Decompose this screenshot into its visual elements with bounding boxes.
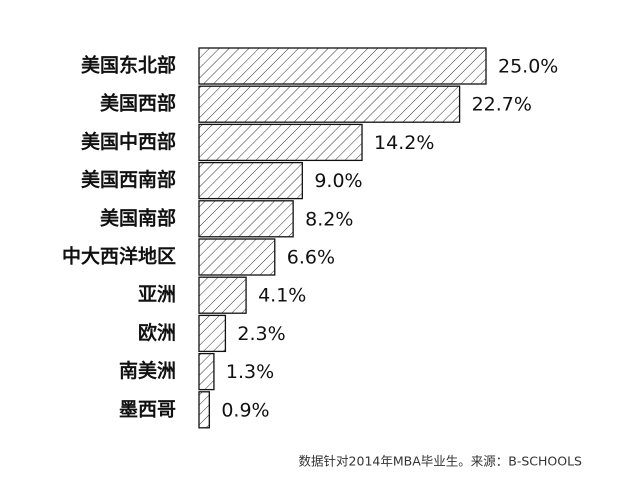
category-label: 美国南部 <box>100 206 176 229</box>
bar <box>198 47 487 85</box>
bar <box>198 314 227 353</box>
bar <box>198 200 294 238</box>
bar <box>198 238 276 276</box>
category-label: 中大西洋地区 <box>62 245 176 268</box>
bar <box>198 161 303 200</box>
bar <box>198 352 215 391</box>
category-label: 美国中西部 <box>81 130 176 153</box>
value-label: 2.3% <box>237 323 285 345</box>
value-label: 1.3% <box>226 361 274 383</box>
value-label: 8.2% <box>305 208 353 230</box>
value-label: 0.9% <box>221 399 269 421</box>
value-label: 4.1% <box>258 285 306 307</box>
category-label: 欧洲 <box>138 321 176 344</box>
category-label: 美国西部 <box>100 92 176 115</box>
value-label: 6.6% <box>287 247 335 269</box>
value-label: 22.7% <box>472 94 532 116</box>
category-label: 墨西哥 <box>119 398 176 420</box>
bar <box>198 123 363 162</box>
value-label: 9.0% <box>314 170 362 192</box>
category-label: 美国西南部 <box>81 168 176 191</box>
category-label: 亚洲 <box>138 284 176 306</box>
source-note: 数据针对2014年MBA毕业生。来源：B-SCHOOLS <box>299 454 583 469</box>
category-label: 美国东北部 <box>81 54 176 77</box>
category-label: 南美洲 <box>119 359 176 382</box>
bar <box>198 391 210 429</box>
value-label: 25.0% <box>498 56 558 78</box>
bar <box>198 85 461 123</box>
bar <box>198 276 247 314</box>
value-label: 14.2% <box>374 132 434 154</box>
